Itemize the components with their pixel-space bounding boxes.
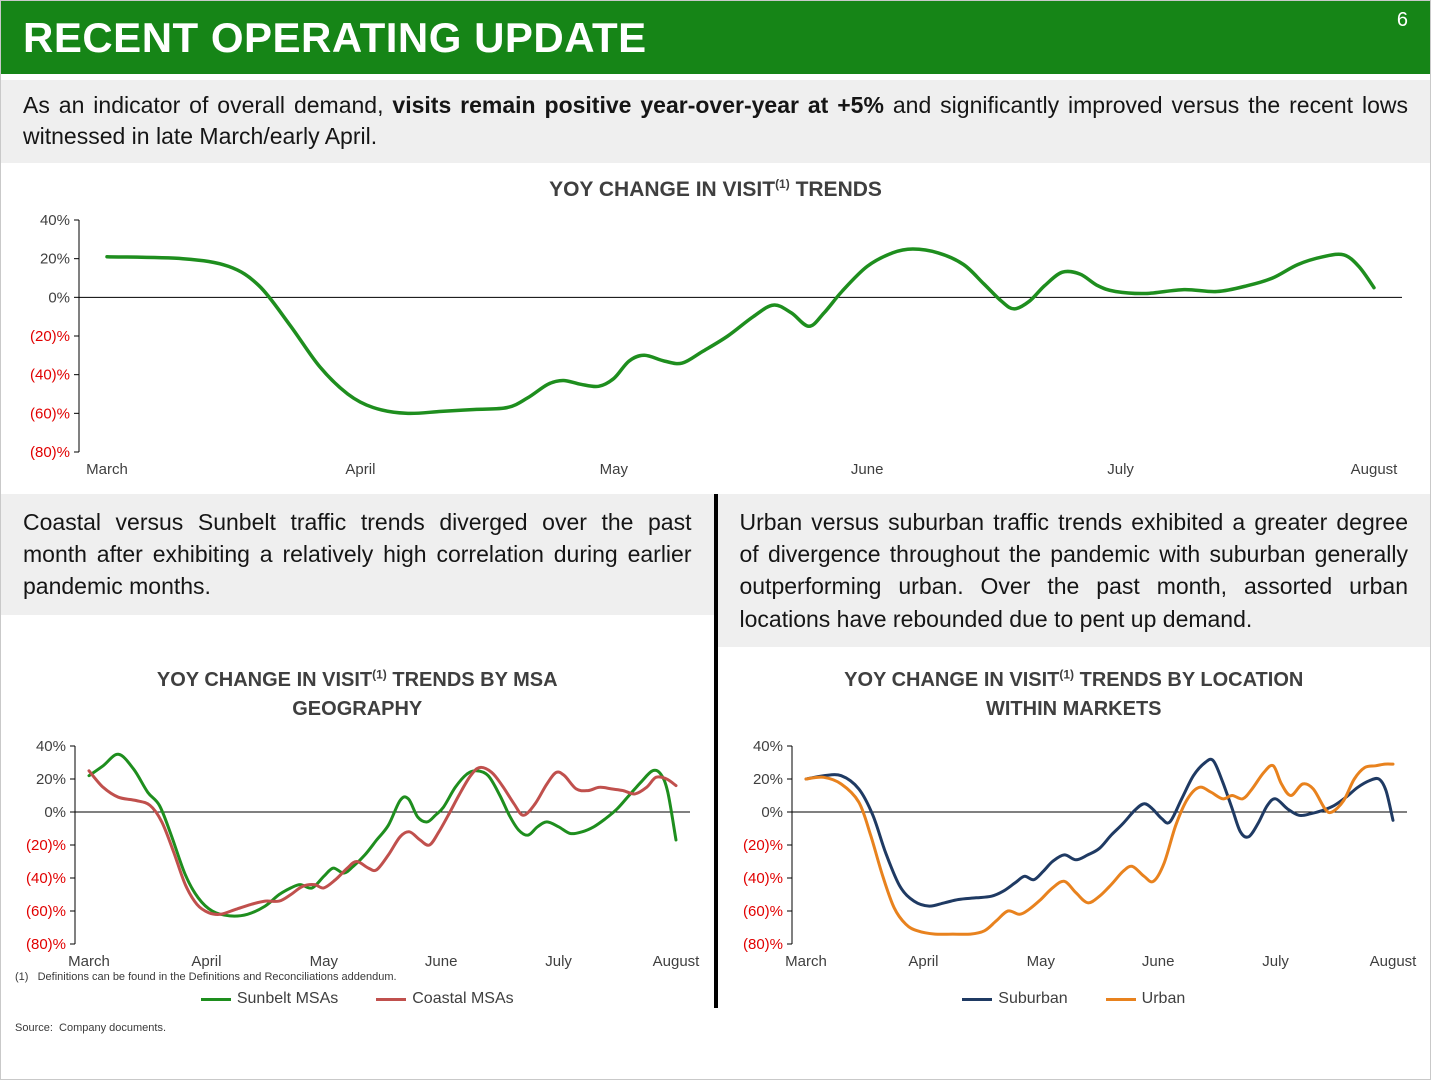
svg-text:(60)%: (60)% <box>26 903 66 920</box>
coastal-sunbelt-paragraph: Coastal versus Sunbelt traffic trends di… <box>1 494 714 615</box>
chart-canvas: 40% 20% 0% (20)% (40)% (60)% (80)%March April Ma… <box>742 738 1417 970</box>
svg-text:(60)%: (60)% <box>30 405 70 422</box>
slide-header: RECENT OPERATING UPDATE 6 <box>1 1 1430 74</box>
page-number: 6 <box>1396 9 1408 31</box>
svg-text:July: July <box>545 953 572 970</box>
page-title: RECENT OPERATING UPDATE <box>23 13 647 61</box>
svg-text:March: March <box>785 953 827 970</box>
svg-text:40%: 40% <box>752 738 782 755</box>
footnote-marker: (1) <box>372 667 387 682</box>
svg-text:40%: 40% <box>40 212 70 229</box>
svg-text:20%: 20% <box>752 771 782 788</box>
overall-chart-block: YOY CHANGE IN VISIT(1) TRENDS 40% 20% 0% (2… <box>1 177 1430 486</box>
svg-text:March: March <box>86 461 128 478</box>
right-paragraph-wrap: Urban versus suburban traffic trends exh… <box>717 494 1430 662</box>
svg-text:August: August <box>1351 461 1399 478</box>
legend-item-suburban: Suburban <box>962 990 1068 1008</box>
svg-text:(40)%: (40)% <box>30 367 70 384</box>
intro-paragraph: As an indicator of overall demand, visit… <box>1 80 1430 164</box>
chart-canvas: 40% 20% 0% (20)% (40)% (60)% (80)% March April Ma… <box>30 212 1402 478</box>
urban-line-swatch <box>1105 997 1136 1001</box>
legend-label-urban: Urban <box>1141 990 1186 1008</box>
svg-text:0%: 0% <box>761 804 783 821</box>
svg-text:June: June <box>425 953 458 970</box>
urban-suburban-paragraph: Urban versus suburban traffic trends exh… <box>717 494 1430 647</box>
location-chart-title-text: YOY CHANGE IN VISIT <box>844 669 1060 692</box>
legend-item-sunbelt: Sunbelt MSAs <box>200 990 339 1008</box>
svg-text:(80)%: (80)% <box>26 936 66 953</box>
svg-text:July: July <box>1107 461 1134 478</box>
location-chart-legend: Suburban Urban <box>718 990 1431 1008</box>
msa-chart-title-text: YOY CHANGE IN VISIT <box>156 669 373 692</box>
svg-text:August: August <box>653 953 701 970</box>
overall-chart-title: YOY CHANGE IN VISIT(1) TRENDS <box>1 177 1430 202</box>
msa-chart-title: YOY CHANGE IN VISIT(1) TRENDS BY MSA GEO… <box>97 666 617 724</box>
chart-canvas: 40% 20% 0% (20)% (40)% (60)% (80)%March April Ma… <box>26 738 701 970</box>
svg-text:0%: 0% <box>48 289 70 306</box>
footnote-definitions: (1) Definitions can be found in the Defi… <box>15 970 397 983</box>
svg-text:(80)%: (80)% <box>30 444 70 461</box>
left-column: Coastal versus Sunbelt traffic trends di… <box>1 494 714 1008</box>
legend-label-suburban: Suburban <box>998 990 1068 1008</box>
msa-chart-legend: Sunbelt MSAs Coastal MSAs <box>1 990 714 1008</box>
svg-text:April: April <box>191 953 221 970</box>
svg-text:(20)%: (20)% <box>26 837 66 854</box>
svg-text:20%: 20% <box>36 771 66 788</box>
svg-text:(80)%: (80)% <box>742 936 782 953</box>
svg-text:May: May <box>310 953 339 970</box>
footnote-marker: (1) <box>775 177 790 192</box>
svg-text:(40)%: (40)% <box>742 870 782 887</box>
svg-text:(40)%: (40)% <box>26 870 66 887</box>
footnote-source: Source: Company documents. <box>15 1021 167 1034</box>
legend-item-coastal: Coastal MSAs <box>376 990 514 1008</box>
msa-chart-title-rest: TRENDS BY MSA GEOGRAPHY <box>292 669 558 721</box>
overall-chart-title-rest: TRENDS <box>789 178 882 202</box>
legend-label-sunbelt: Sunbelt MSAs <box>236 990 339 1008</box>
overall-chart-title-text: YOY CHANGE IN VISIT <box>549 178 776 202</box>
svg-text:July: July <box>1262 953 1289 970</box>
intro-text-pre: As an indicator of overall demand, <box>23 92 393 118</box>
svg-text:August: August <box>1369 953 1417 970</box>
svg-text:June: June <box>851 461 884 478</box>
location-chart-title: YOY CHANGE IN VISIT(1) TRENDS BY LOCATIO… <box>814 666 1334 724</box>
svg-text:May: May <box>600 461 629 478</box>
svg-text:April: April <box>908 953 938 970</box>
two-column-section: Coastal versus Sunbelt traffic trends di… <box>1 494 1431 1009</box>
right-column: Urban versus suburban traffic trends exh… <box>717 494 1431 1008</box>
column-divider <box>713 494 718 1009</box>
svg-text:0%: 0% <box>44 804 66 821</box>
suburban-line-swatch <box>962 997 993 1001</box>
location-chart-title-rest: TRENDS BY LOCATION WITHIN MARKETS <box>985 669 1304 721</box>
footnote-marker: (1) <box>1059 667 1075 682</box>
footnotes: (1) Definitions can be found in the Defi… <box>15 935 397 1071</box>
svg-text:20%: 20% <box>40 251 70 268</box>
svg-text:June: June <box>1141 953 1174 970</box>
sunbelt-line-swatch <box>200 997 231 1001</box>
legend-item-urban: Urban <box>1105 990 1186 1008</box>
svg-text:March: March <box>68 953 110 970</box>
left-paragraph-wrap: Coastal versus Sunbelt traffic trends di… <box>1 494 714 662</box>
intro-text-post: and significantly improved versus the re… <box>23 92 1408 150</box>
coastal-line-swatch <box>376 997 407 1001</box>
svg-text:(60)%: (60)% <box>742 903 782 920</box>
location-within-markets-line-chart: 40% 20% 0% (20)% (40)% (60)% (80)% March April Ma… <box>728 730 1421 978</box>
svg-text:April: April <box>345 461 375 478</box>
svg-text:40%: 40% <box>36 738 66 755</box>
intro-text-bold: visits remain positive year-over-year at… <box>392 92 884 118</box>
svg-text:(20)%: (20)% <box>742 837 782 854</box>
overall-visits-line-chart: 40% 20% 0% (20)% (40)% (60)% (80)% March April Ma… <box>15 204 1416 486</box>
legend-label-coastal: Coastal MSAs <box>412 990 514 1008</box>
svg-text:(20)%: (20)% <box>30 328 70 345</box>
msa-geography-line-chart: 40% 20% 0% (20)% (40)% (60)% (80)% March April Ma… <box>11 730 704 978</box>
svg-text:May: May <box>1026 953 1055 970</box>
